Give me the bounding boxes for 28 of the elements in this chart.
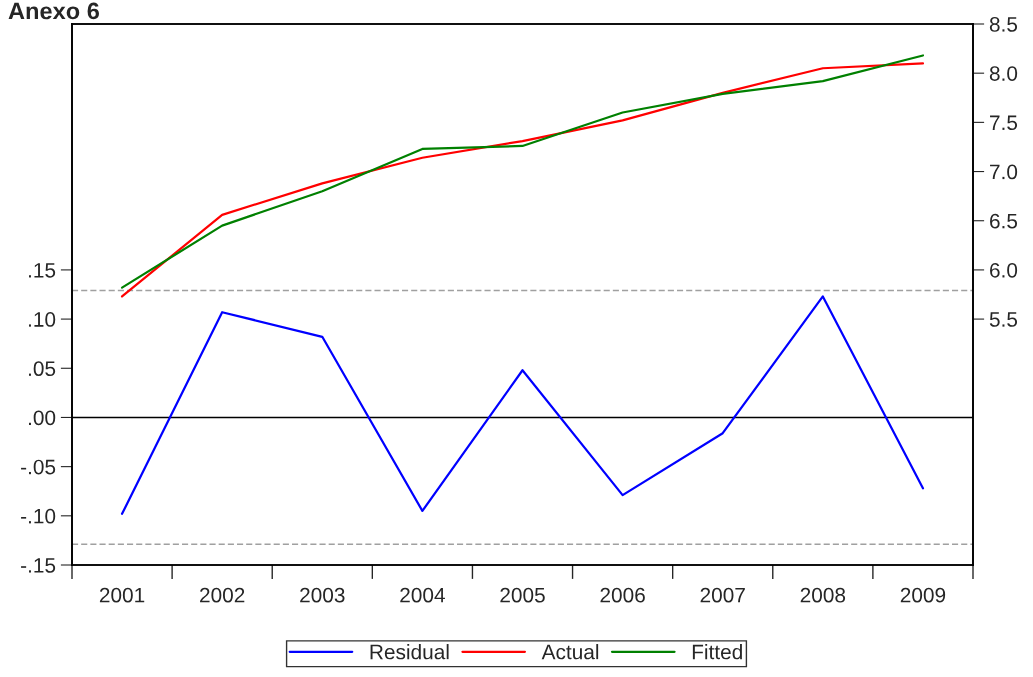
y2-tick-label: 6.0 <box>990 262 1018 278</box>
x-tick-label: 2003 <box>300 587 345 603</box>
chart-title: Anexo 6 <box>8 2 99 20</box>
y2-tick-label: 8.5 <box>989 17 1018 32</box>
y2-tick-label: 5.5 <box>989 312 1018 327</box>
y-tick-label: .10 <box>28 312 56 327</box>
x-tick-label: 2005 <box>500 587 545 603</box>
x-tick-label: 2001 <box>99 587 145 603</box>
y2-tick-label: 8.0 <box>989 66 1018 81</box>
x-tick-label: 2006 <box>600 587 645 603</box>
y-tick-label: -.15 <box>21 558 56 573</box>
legend-label: Residual <box>370 644 449 660</box>
legend-label: Actual <box>541 644 599 660</box>
y-tick-label: -.10 <box>21 508 56 524</box>
x-tick-label: 2009 <box>900 587 946 603</box>
line-series <box>120 295 925 515</box>
y2-tick-label: 7.5 <box>990 115 1018 131</box>
y-tick-label: .15 <box>28 263 56 278</box>
y-tick-label: .00 <box>28 410 56 426</box>
y-tick-label: .05 <box>28 361 56 377</box>
x-tick-label: 2008 <box>800 587 846 603</box>
y2-tick-label: 6.5 <box>990 213 1018 229</box>
legend-label: Fitted <box>692 644 742 660</box>
x-tick-label: 2002 <box>200 587 245 603</box>
x-tick-label: 2004 <box>400 587 445 603</box>
y2-tick-label: 7.0 <box>990 164 1018 180</box>
x-tick-label: 2007 <box>700 587 745 603</box>
y-tick-label: -.05 <box>21 459 56 475</box>
